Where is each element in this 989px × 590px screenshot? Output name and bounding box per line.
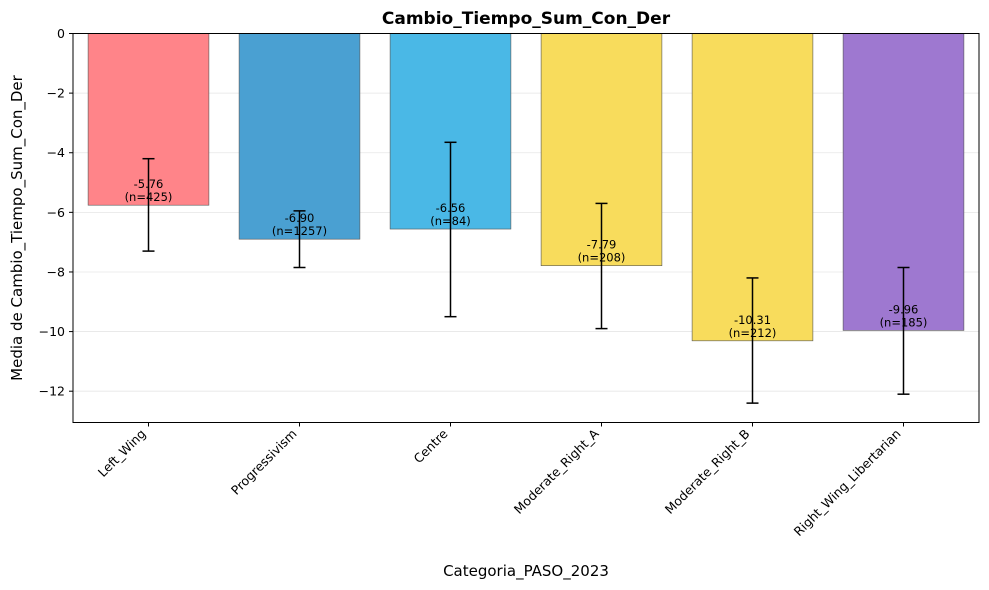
y-tick-label: −8 bbox=[47, 264, 65, 279]
grid-lines bbox=[73, 33, 979, 392]
bar bbox=[238, 33, 361, 240]
bar-count-label: (n=212) bbox=[729, 326, 777, 340]
bar-count-label: (n=185) bbox=[880, 315, 928, 329]
x-tick-label: Left_Wing bbox=[95, 426, 149, 480]
x-axis-label: Categoria_PASO_2023 bbox=[443, 562, 609, 581]
bar-count-label: (n=1257) bbox=[272, 224, 327, 238]
bar-count-label: (n=425) bbox=[125, 190, 173, 204]
x-tick-label: Right_Wing_Libertarian bbox=[791, 426, 904, 539]
x-tick-label: Centre bbox=[410, 426, 450, 466]
y-tick-label: −4 bbox=[47, 145, 65, 160]
y-tick-label: −10 bbox=[39, 324, 65, 339]
y-tick-label: −6 bbox=[47, 205, 65, 220]
chart-title: Cambio_Tiempo_Sum_Con_Der bbox=[382, 9, 671, 29]
x-tick-label: Progressivism bbox=[228, 426, 300, 498]
bar-labels: -5.76(n=425) -6.90(n=1257) -6.56(n=84) -7.7… bbox=[125, 177, 928, 340]
x-tick-label: Moderate_Right_B bbox=[662, 426, 753, 517]
bar-value-label: -6.56 bbox=[436, 201, 466, 215]
bar-value-label: -6.90 bbox=[285, 211, 315, 225]
error-bars bbox=[142, 141, 910, 404]
plot-frame bbox=[72, 33, 980, 423]
bar-value-label: -10.31 bbox=[734, 313, 771, 327]
y-tick-label: 0 bbox=[57, 26, 65, 41]
bar-value-label: -9.96 bbox=[889, 302, 919, 316]
y-tick-label: −12 bbox=[39, 384, 65, 399]
x-tick-label: Moderate_Right_A bbox=[511, 426, 602, 517]
y-axis-label: Media de Cambio_Tiempo_Sum_Con_Der bbox=[8, 74, 27, 380]
x-axis: Left_Wing Progressivism Centre Moderate_Rig… bbox=[95, 422, 904, 539]
bars bbox=[87, 33, 965, 342]
bar-count-label: (n=208) bbox=[578, 251, 626, 265]
bar-count-label: (n=84) bbox=[430, 214, 471, 228]
bar-value-label: -7.79 bbox=[587, 238, 617, 252]
y-axis: 0 −2 −4 −6 −8 −10 −12 bbox=[39, 26, 73, 399]
bar-value-label: -5.76 bbox=[134, 177, 164, 191]
y-tick-label: −2 bbox=[47, 86, 65, 101]
